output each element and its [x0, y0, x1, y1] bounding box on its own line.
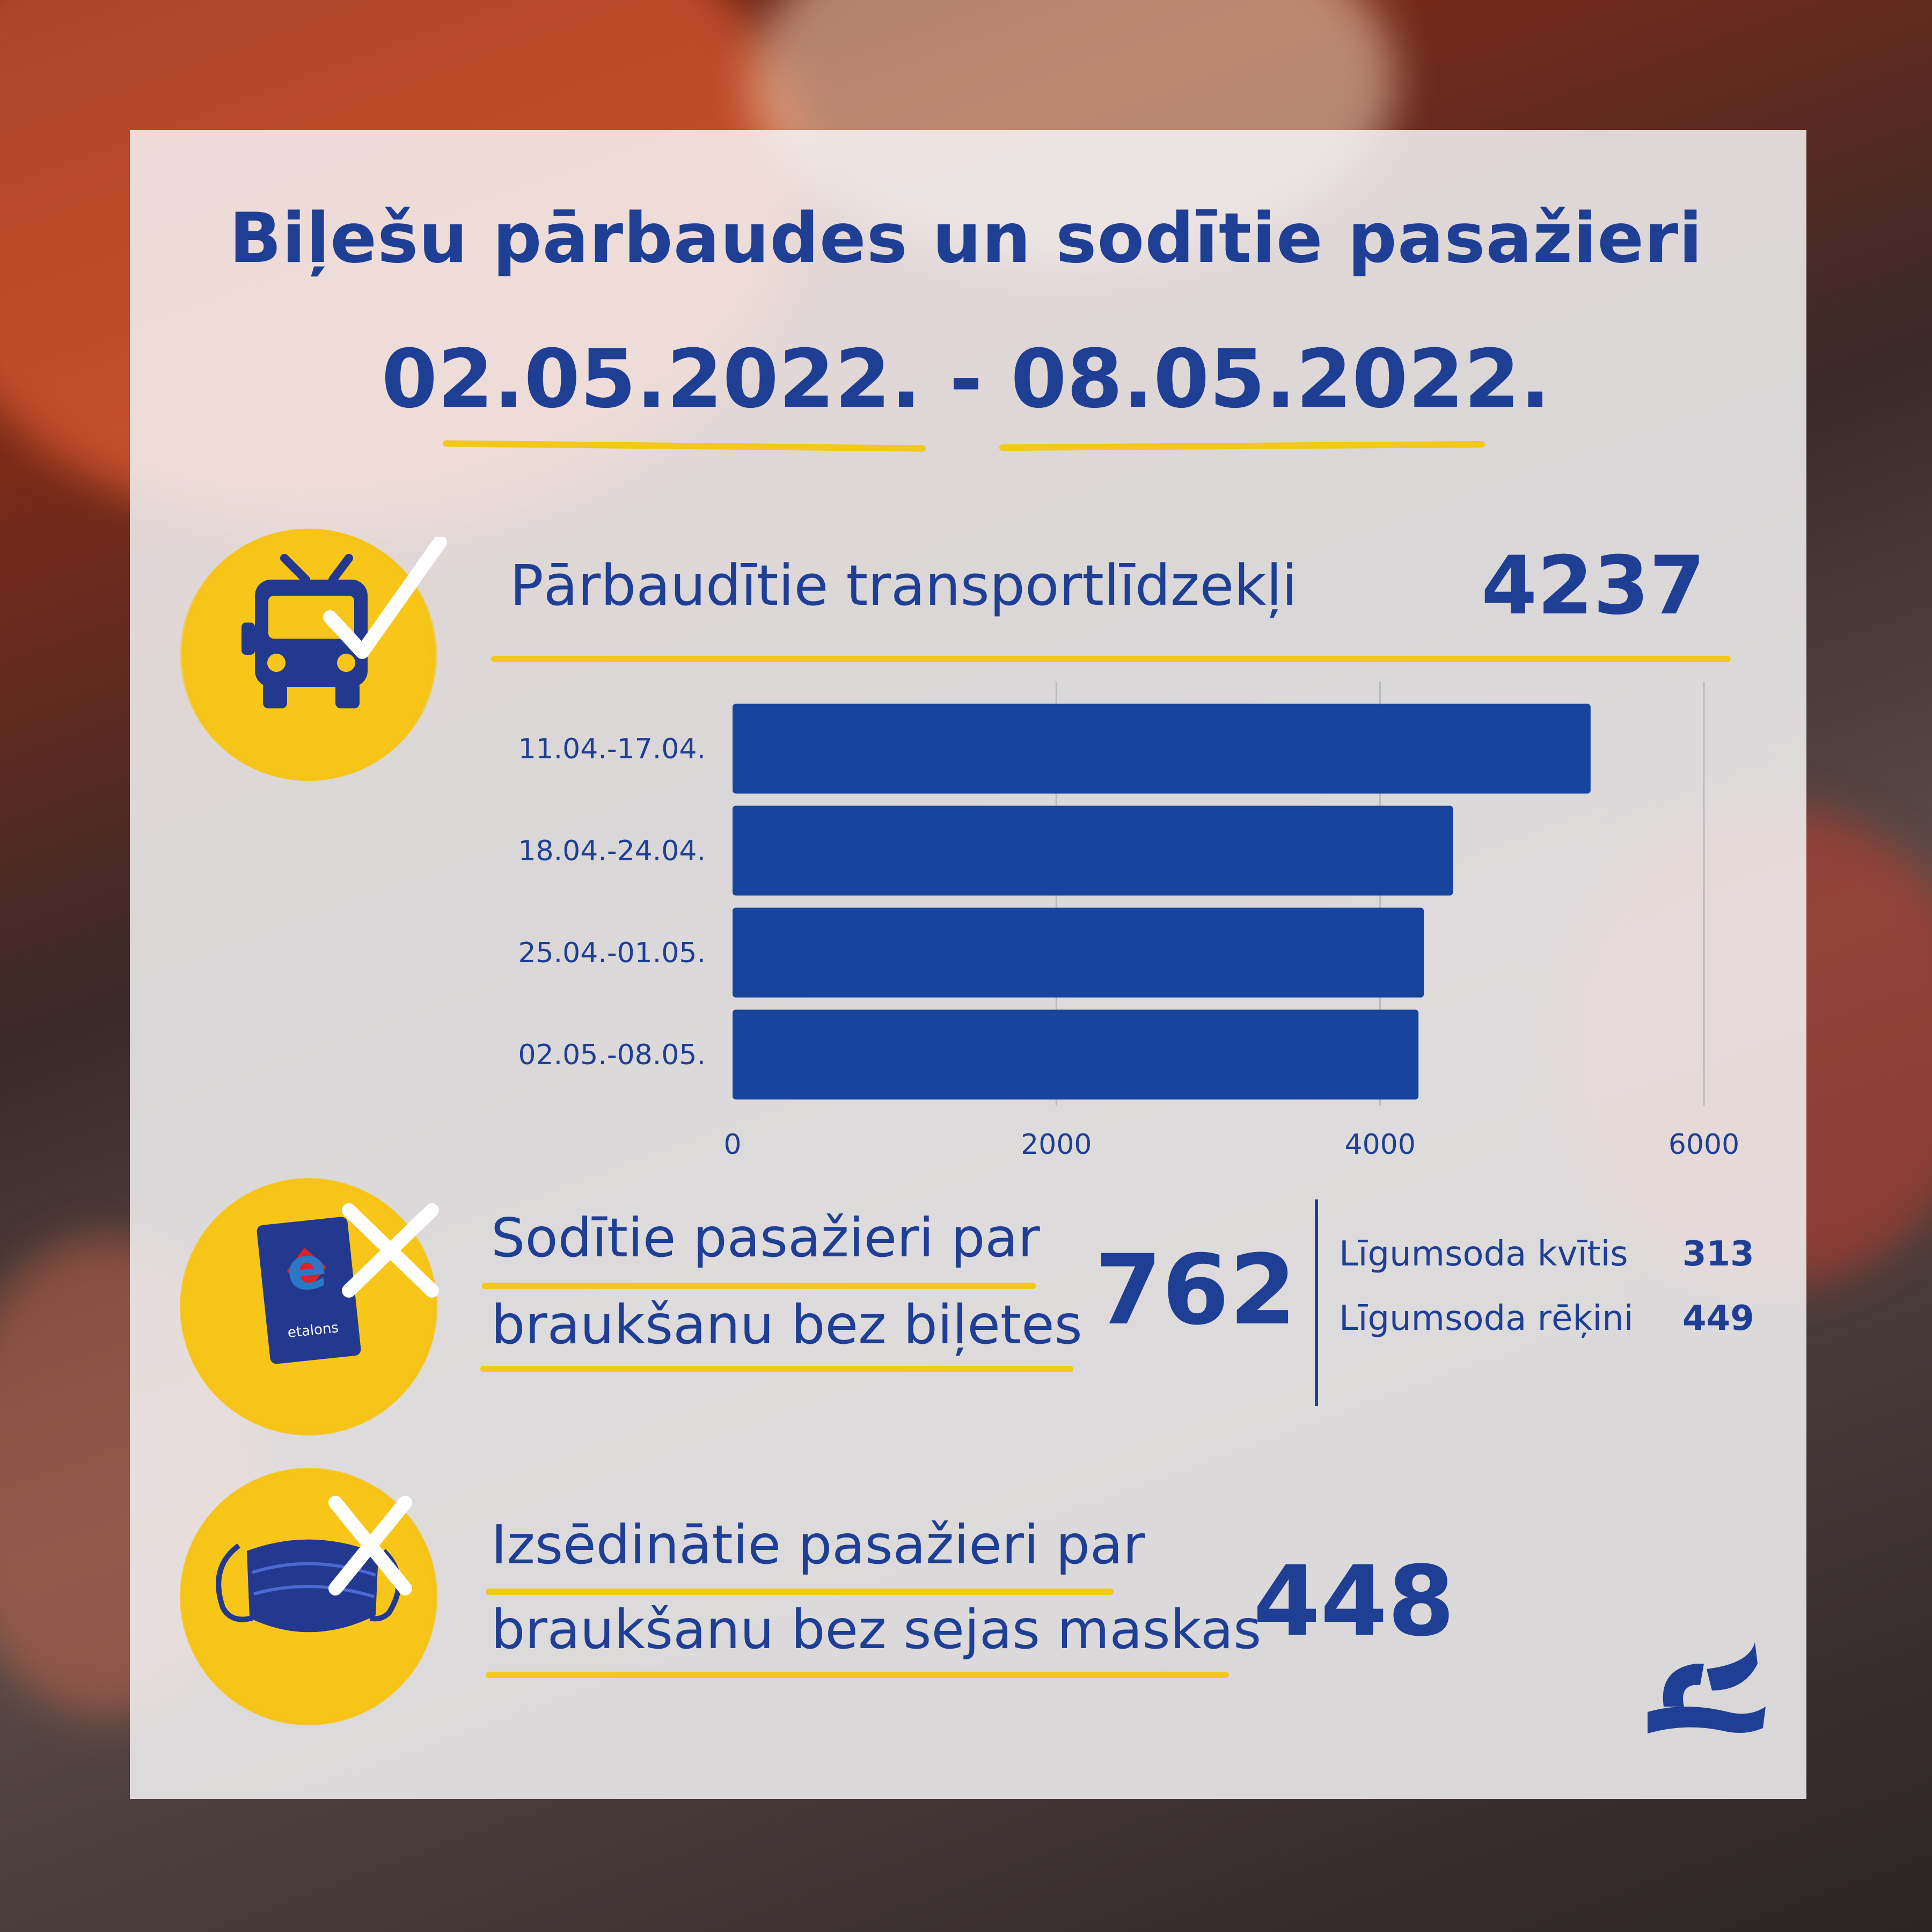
x-tick-label: 4000 [1344, 1129, 1415, 1161]
x-tick-label: 6000 [1668, 1129, 1739, 1161]
receipts-label: Līgumsoda kvītis [1339, 1234, 1628, 1274]
x-tick-label: 0 [723, 1129, 741, 1161]
fined-underline-1 [482, 1283, 1036, 1289]
category-label: 18.04.-24.04. [518, 835, 706, 867]
invoices-value: 449 [1682, 1299, 1754, 1338]
x-tick-label: 2000 [1021, 1129, 1092, 1161]
fined-label-line1: Sodītie pasažieri par [491, 1206, 1040, 1269]
category-label: 11.04.-17.04. [518, 733, 706, 765]
mask-value: 448 [1253, 1546, 1455, 1658]
category-label: 25.04.-01.05. [518, 937, 706, 969]
rs-logo-icon [1648, 1642, 1766, 1733]
mask-x-icon [216, 1496, 412, 1633]
page-title: Biļešu pārbaudes un sodītie pasažieri [229, 199, 1703, 279]
fined-label-line2: braukšanu bez biļetes [491, 1293, 1082, 1356]
mask-label-line2: braukšanu bez sejas maskas [491, 1598, 1262, 1661]
vehicles-label: Pārbaudītie transportlīdzekļi [510, 553, 1298, 618]
bar [733, 806, 1453, 896]
bar [733, 704, 1591, 794]
fined-divider [1315, 1199, 1318, 1406]
bus-check-icon [241, 537, 447, 708]
receipts-value: 313 [1682, 1234, 1754, 1274]
svg-text:e: e [283, 1232, 330, 1305]
bar [733, 1009, 1419, 1100]
mask-underline-2 [486, 1672, 1229, 1678]
vehicles-bar-chart: 0 2000 4000 6000 11.04.-17.04. 18.04.-24.04. 2… [518, 682, 1739, 1161]
mask-label-line1: Izsēdinātie pasažieri par [491, 1513, 1145, 1576]
category-label: 02.05.-08.05. [518, 1039, 706, 1071]
invoices-label: Līgumsoda rēķini [1339, 1299, 1634, 1338]
date-range: 02.05.2022. - 08.05.2022. [381, 333, 1551, 426]
vehicles-underline [491, 656, 1731, 662]
vehicles-value: 4237 [1481, 539, 1706, 633]
fined-underline-2 [480, 1366, 1073, 1372]
bar [733, 908, 1424, 998]
mask-underline-1 [486, 1589, 1114, 1595]
etalons-card-x-icon: e etalons [257, 1203, 439, 1364]
fined-value: 762 [1095, 1234, 1297, 1346]
